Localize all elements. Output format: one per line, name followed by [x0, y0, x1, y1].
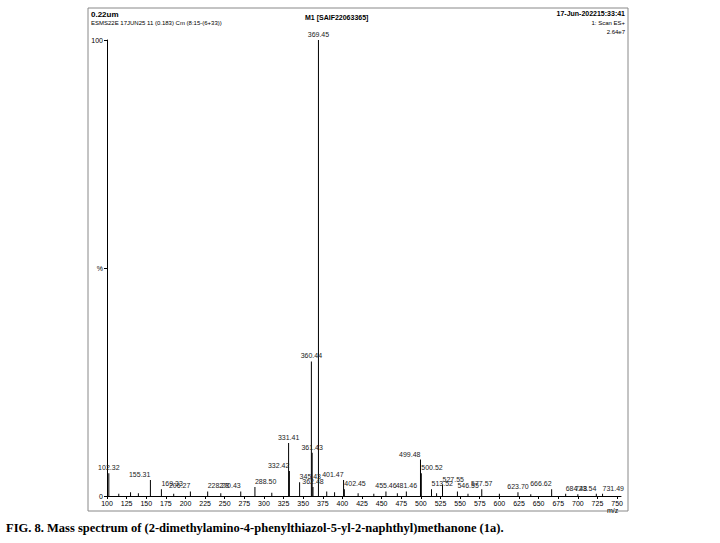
svg-text:345.43: 345.43: [299, 473, 321, 481]
svg-text:475: 475: [395, 500, 407, 507]
svg-text:650: 650: [533, 500, 545, 507]
svg-text:500.52: 500.52: [421, 464, 443, 471]
svg-text:455.46: 455.46: [375, 482, 397, 489]
svg-text:155.31: 155.31: [129, 471, 151, 478]
svg-text:100: 100: [101, 500, 113, 507]
svg-text:200: 200: [180, 500, 192, 507]
svg-text:450: 450: [376, 500, 388, 507]
svg-text:723.54: 723.54: [575, 485, 597, 492]
svg-text:623.70: 623.70: [507, 483, 529, 490]
svg-text:1: Scan ES+: 1: Scan ES+: [591, 20, 625, 26]
svg-text:600: 600: [494, 500, 506, 507]
svg-text:100: 100: [91, 37, 103, 44]
svg-text:125: 125: [121, 500, 133, 507]
svg-text:275: 275: [238, 500, 250, 507]
svg-text:175: 175: [160, 500, 172, 507]
svg-text:361.43: 361.43: [301, 444, 323, 451]
svg-text:362.48: 362.48: [302, 478, 324, 485]
svg-text:575: 575: [474, 500, 486, 507]
svg-text:360.44: 360.44: [301, 352, 323, 359]
svg-text:481.46: 481.46: [396, 482, 418, 489]
svg-text:%: %: [97, 265, 103, 272]
svg-text:750: 750: [611, 500, 623, 507]
svg-text:499.48: 499.48: [399, 451, 421, 458]
svg-text:675: 675: [552, 500, 564, 507]
svg-text:401.47: 401.47: [322, 471, 344, 478]
svg-text:288.50: 288.50: [255, 478, 277, 485]
svg-text:102.32: 102.32: [98, 464, 120, 471]
svg-text:550: 550: [454, 500, 466, 507]
svg-text:700: 700: [572, 500, 584, 507]
svg-text:525: 525: [435, 500, 447, 507]
svg-text:666.62: 666.62: [530, 480, 552, 487]
svg-text:17-Jun-202215:33:41: 17-Jun-202215:33:41: [557, 10, 626, 17]
svg-text:527.55: 527.55: [442, 475, 464, 483]
svg-text:546.55: 546.55: [457, 482, 479, 490]
svg-text:2.64e7: 2.64e7: [607, 29, 626, 35]
svg-text:325: 325: [278, 500, 290, 507]
svg-text:0.22um: 0.22um: [91, 10, 119, 19]
svg-text:425: 425: [356, 500, 368, 507]
svg-text:250: 250: [219, 500, 231, 507]
svg-text:332.42: 332.42: [268, 462, 290, 469]
svg-text:400: 400: [337, 500, 349, 507]
svg-text:270.43: 270.43: [219, 482, 241, 489]
svg-text:206.27: 206.27: [169, 482, 191, 489]
svg-text:500: 500: [415, 500, 427, 507]
svg-text:625: 625: [513, 500, 525, 507]
svg-text:M1 [SAIF22063365]: M1 [SAIF22063365]: [305, 14, 368, 22]
svg-text:150: 150: [140, 500, 152, 507]
svg-text:m/z: m/z: [607, 507, 619, 514]
svg-text:350: 350: [297, 500, 309, 507]
svg-text:513.52: 513.52: [431, 480, 453, 488]
svg-text:300: 300: [258, 500, 270, 507]
svg-text:369.45: 369.45: [308, 31, 330, 38]
svg-text:375: 375: [317, 500, 329, 507]
svg-text:725: 725: [592, 500, 604, 507]
svg-text:ESMS22E 17JUN25 11 (0.183) Cm: ESMS22E 17JUN25 11 (0.183) Cm (8:15-(6+3…: [91, 20, 222, 26]
svg-text:402.45: 402.45: [344, 480, 366, 487]
svg-text:331.41: 331.41: [278, 434, 300, 441]
svg-text:FIG. 8. Mass spectrum of (2-di: FIG. 8. Mass spectrum of (2-dimethylamin…: [6, 521, 504, 535]
svg-text:225: 225: [199, 500, 211, 507]
svg-text:731.49: 731.49: [603, 485, 625, 492]
svg-text:0: 0: [99, 493, 103, 500]
svg-text:577.57: 577.57: [471, 480, 493, 487]
